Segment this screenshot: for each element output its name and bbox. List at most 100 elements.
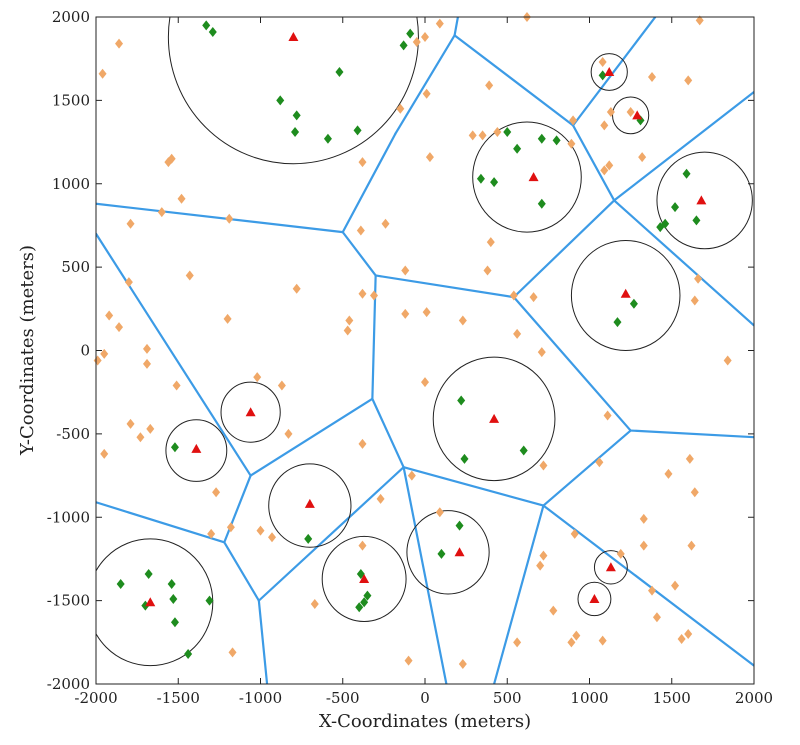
red-triangle-point <box>696 195 707 205</box>
orange-diamond-point <box>277 380 286 391</box>
orange-diamond-point <box>268 532 277 543</box>
green-diamond-series <box>116 20 701 659</box>
orange-diamond-point <box>358 540 367 551</box>
orange-diamond-point <box>172 380 181 391</box>
coverage-circle <box>406 510 490 595</box>
orange-diamond-point <box>690 295 699 306</box>
green-diamond-point <box>276 95 285 106</box>
orange-diamond-point <box>648 585 657 596</box>
orange-diamond-point <box>694 273 703 284</box>
orange-diamond-point <box>115 38 124 49</box>
voronoi-edge <box>249 397 374 477</box>
orange-diamond-point <box>639 540 648 551</box>
orange-diamond-point <box>638 152 647 163</box>
plot-background <box>96 17 754 684</box>
green-diamond-point <box>537 198 546 209</box>
green-diamond-point <box>360 597 369 608</box>
green-diamond-point <box>292 110 301 121</box>
orange-diamond-point <box>358 288 367 299</box>
y-axis-label: Y-Coordinates (meters) <box>17 245 38 456</box>
orange-diamond-point <box>401 265 410 276</box>
orange-diamond-point <box>126 218 135 229</box>
coverage-circle <box>268 463 352 548</box>
green-diamond-point <box>184 648 193 659</box>
orange-diamond-point <box>98 68 107 79</box>
orange-diamond-point <box>100 348 109 359</box>
orange-diamond-point <box>407 470 416 481</box>
green-diamond-point <box>208 27 217 38</box>
voronoi-edges <box>96 17 754 684</box>
red-triangle-point <box>245 407 256 417</box>
coverage-circle <box>432 356 556 482</box>
voronoi-edge <box>223 474 252 544</box>
orange-diamond-point <box>639 513 648 524</box>
coverage-circle <box>570 239 681 352</box>
green-diamond-point <box>503 127 512 138</box>
y-tick-label: 0 <box>80 342 90 360</box>
coverage-circle <box>590 53 628 91</box>
orange-diamond-point <box>228 647 237 658</box>
orange-diamond-point <box>105 310 114 321</box>
orange-diamond-point <box>569 115 578 126</box>
orange-diamond-point <box>685 453 694 464</box>
x-tick-label: 1000 <box>570 689 608 707</box>
orange-diamond-point <box>537 347 546 358</box>
green-diamond-point <box>613 317 622 328</box>
red-triangle-point <box>528 172 539 182</box>
voronoi-edge <box>402 466 448 684</box>
orange-diamond-point <box>549 605 558 616</box>
voronoi-edge <box>223 541 260 602</box>
orange-diamond-point <box>435 18 444 29</box>
red-triangle-point <box>454 547 465 557</box>
green-diamond-point <box>170 617 179 628</box>
orange-diamond-point <box>648 72 657 83</box>
orange-diamond-point <box>529 292 538 303</box>
orange-diamond-point <box>256 525 265 536</box>
red-triangle-point <box>632 110 643 120</box>
coverage-circle <box>472 121 582 233</box>
orange-diamond-point <box>626 107 635 118</box>
voronoi-edge <box>613 199 754 327</box>
coverage-circle <box>96 538 214 667</box>
y-tick-label: -2000 <box>47 675 90 693</box>
orange-diamond-point <box>401 308 410 319</box>
orange-diamond-point <box>223 313 232 324</box>
green-diamond-point <box>169 593 178 604</box>
y-tick-label: 1000 <box>52 175 90 193</box>
x-tick-label: 1500 <box>653 689 691 707</box>
voronoi-edge <box>571 124 616 202</box>
green-diamond-point <box>355 602 364 613</box>
y-tick-label: -1000 <box>47 508 90 526</box>
orange-diamond-point <box>539 550 548 561</box>
x-tick-label: -1000 <box>239 689 282 707</box>
voronoi-edge <box>402 466 545 507</box>
x-axis-label: X-Coordinates (meters) <box>319 711 531 732</box>
orange-diamond-point <box>598 57 607 68</box>
orange-diamond-point <box>690 487 699 498</box>
green-diamond-point <box>406 28 415 39</box>
voronoi-edge <box>257 599 269 684</box>
orange-diamond-point <box>684 628 693 639</box>
red-triangle-point <box>589 593 600 603</box>
orange-diamond-point <box>422 307 431 318</box>
y-axis-ticks: -2000 -1500 -1000 -500 0 500 1000 1500 2000 <box>47 8 754 693</box>
orange-diamond-point <box>185 270 194 281</box>
orange-diamond-point <box>284 428 293 439</box>
orange-diamond-point <box>124 277 133 288</box>
voronoi-edge <box>542 429 632 507</box>
red-triangle-point <box>620 288 631 298</box>
orange-diamond-point <box>458 315 467 326</box>
orange-diamond-point <box>370 290 379 301</box>
green-diamond-point <box>116 578 125 589</box>
orange-diamond-point <box>513 637 522 648</box>
green-diamond-point <box>490 177 499 188</box>
voronoi-edge <box>613 90 754 202</box>
green-diamond-point <box>170 442 179 453</box>
orange-diamond-point <box>509 290 518 301</box>
orange-diamond-point <box>381 218 390 229</box>
green-diamond-point <box>144 568 153 579</box>
orange-diamond-point <box>567 138 576 149</box>
green-diamond-point <box>437 548 446 559</box>
green-diamond-point <box>202 20 211 31</box>
